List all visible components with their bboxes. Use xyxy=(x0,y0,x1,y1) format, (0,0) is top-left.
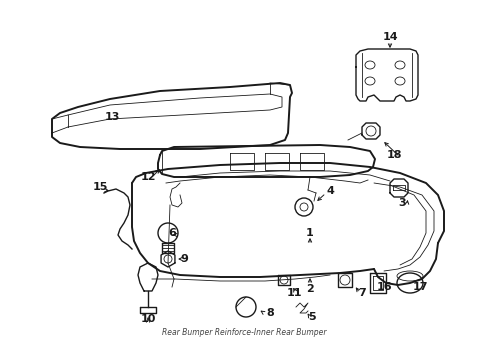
Text: 18: 18 xyxy=(386,150,401,160)
Text: 13: 13 xyxy=(104,112,120,122)
Text: 12: 12 xyxy=(140,172,156,182)
Text: Rear Bumper Reinforce-Inner Rear Bumper: Rear Bumper Reinforce-Inner Rear Bumper xyxy=(162,328,326,337)
Text: 14: 14 xyxy=(382,32,397,42)
Text: 17: 17 xyxy=(411,282,427,292)
Text: 11: 11 xyxy=(285,288,301,298)
Text: 2: 2 xyxy=(305,284,313,294)
Text: 4: 4 xyxy=(325,186,333,196)
Text: 15: 15 xyxy=(92,182,107,192)
Text: 10: 10 xyxy=(140,314,155,324)
Text: 7: 7 xyxy=(357,288,365,298)
Text: 3: 3 xyxy=(397,198,405,208)
Text: 1: 1 xyxy=(305,228,313,238)
Text: 16: 16 xyxy=(375,282,391,292)
Text: 9: 9 xyxy=(180,254,187,264)
Text: 8: 8 xyxy=(265,308,273,318)
Text: 5: 5 xyxy=(307,312,315,322)
Text: 6: 6 xyxy=(168,228,176,238)
